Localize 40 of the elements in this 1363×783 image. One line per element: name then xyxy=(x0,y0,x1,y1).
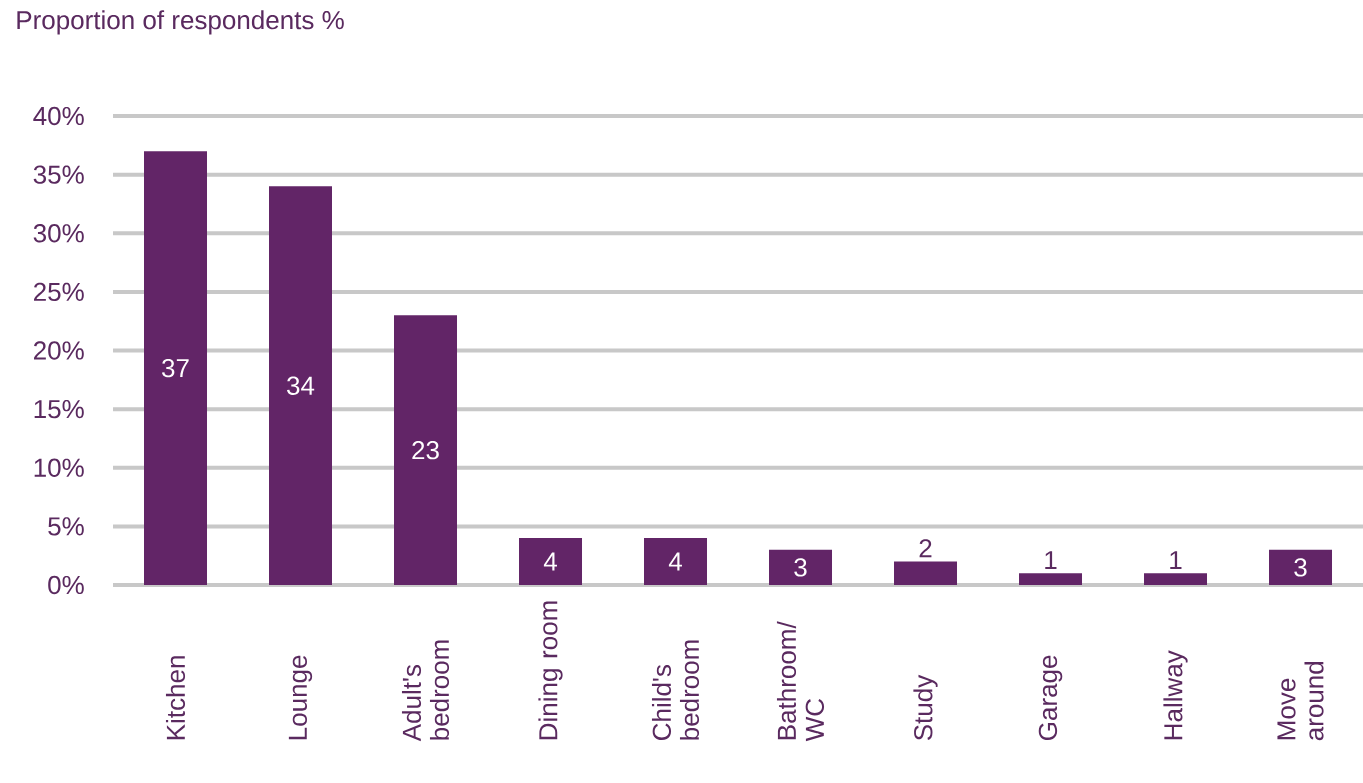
bar xyxy=(644,538,708,585)
x-tick-label: Bathroom/ WC xyxy=(776,621,825,742)
y-tick-label: 35% xyxy=(33,165,84,184)
data-label: 1 xyxy=(1170,551,1182,570)
x-tick-label: Dining room xyxy=(538,601,563,740)
x-tick-label: Kitchen xyxy=(165,656,186,740)
data-label: 23 xyxy=(412,440,439,460)
data-label: 3 xyxy=(1294,558,1307,577)
data-label: 3 xyxy=(794,558,807,577)
data-label: 4 xyxy=(668,552,682,571)
data-label: 4 xyxy=(543,552,557,571)
y-tick-label: 10% xyxy=(34,458,84,477)
bar xyxy=(144,151,208,585)
bar xyxy=(269,186,332,585)
x-tick-label: Child's bedroom xyxy=(651,640,700,740)
x-tick-label: Lounge xyxy=(288,655,313,740)
y-tick-label: 25% xyxy=(34,282,84,302)
y-tick-label: 15% xyxy=(34,400,84,419)
bar xyxy=(394,315,458,585)
y-tick-label: 5% xyxy=(48,517,84,536)
y-tick-label: 20% xyxy=(34,341,84,360)
bar xyxy=(1019,573,1083,585)
data-label: 37 xyxy=(162,358,189,378)
y-axis-title: Proportion of respondents % xyxy=(17,10,344,35)
x-tick-label: Hallway xyxy=(1163,650,1188,740)
x-tick-label: Move around xyxy=(1277,662,1324,741)
data-label: 1 xyxy=(1045,551,1057,570)
y-tick-label: 30% xyxy=(33,224,84,243)
bar xyxy=(519,538,583,585)
y-tick-label: 40% xyxy=(33,106,84,126)
x-tick-label: Garage xyxy=(1038,655,1063,740)
bar xyxy=(769,549,833,585)
data-label: 2 xyxy=(919,539,932,558)
x-tick-label: Adult's bedroom xyxy=(401,640,450,742)
bar xyxy=(894,561,958,585)
y-tick-label: 0% xyxy=(48,575,84,595)
x-tick-label: Study xyxy=(913,674,938,741)
bar xyxy=(1269,549,1333,585)
data-label: 34 xyxy=(287,376,315,395)
bar xyxy=(1144,573,1208,585)
